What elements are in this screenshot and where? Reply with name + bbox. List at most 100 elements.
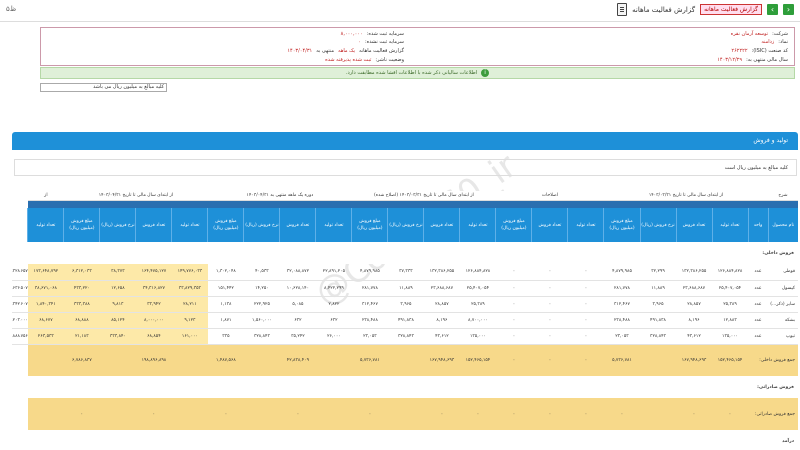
table-cell: ۴۳,۶۱۲ [423, 328, 460, 345]
column-header: تعداد فروش [135, 208, 172, 242]
product-unit: عدد [748, 312, 768, 329]
group-header: از ابتدای سال مالی تا تاریخ ۱۴۰۳/۰۳/۳۱ (… [351, 191, 496, 201]
table-cell: ۹,۸۱۳ [99, 296, 136, 313]
table-cell: ۲۸۱,۷۷۸ [351, 280, 388, 297]
next-report-button[interactable]: › [767, 4, 778, 15]
fiscal-value: ۱۴۰۳/۱۲/۲۹ [717, 57, 743, 63]
header-strip [12, 200, 798, 208]
column-header: مبلغ فروش (میلیون ریال) [495, 208, 532, 242]
total-cell: ۵,۷۳۶,۷۸۱ [603, 344, 640, 376]
isic-label: کد صنعت (ISIC): [751, 48, 788, 54]
total-cell [171, 398, 208, 430]
column-header: نام محصول [767, 208, 798, 242]
total-cell: ۰ [63, 398, 100, 430]
table-cell: ۳۸,۳۷۳ [99, 264, 136, 281]
table-cell: ۲۸,۸۵۷ [676, 296, 712, 313]
total-cell: ۱۶۷,۹۴۸,۶۹۳ [423, 344, 460, 376]
total-cell: ۱۶۷,۹۴۸,۶۹۳ [676, 344, 712, 376]
table-cell: ۸,۴۲۲,۲۹۹ [315, 280, 352, 297]
status-label: وضعیت ناشر: [375, 57, 404, 63]
table-cell: ۳۱۲,۴۶۷ [603, 296, 640, 313]
column-header: تعداد تولید [315, 208, 352, 242]
column-header: تعداد تولید [27, 208, 64, 242]
table-cell: ۱۳۲,۳۸۶,۲۵۵ [423, 264, 460, 281]
table-cell: ۸,۱۹۶ [423, 312, 460, 329]
table-row: سایر (ذکر...) عدد ۲۵,۳۸۹ ۲۸,۸۵۷ ۳,۹۶۵ ۳۱۲,۴۶۷… [12, 296, 798, 313]
column-header: تعداد فروش [675, 208, 712, 242]
table-cell: ۳۳,۹۴۲ [135, 296, 172, 313]
table-cell: ۰ [495, 264, 532, 281]
table-cell: ۳۳۳,۸۴۰ [99, 328, 136, 345]
section-title: تولید و فروش [12, 132, 798, 150]
table-cell: ۲۵,۴۰۷,۰۵۴ [459, 280, 496, 297]
table-cell: ۹,۷۵۶ [19, 328, 28, 345]
column-header: مبلغ فروش (میلیون ریال) [63, 208, 100, 242]
table-cell: ۹,۱۲۳ [171, 312, 208, 329]
table-cell: ۵,۸۸۸ [12, 328, 20, 345]
table-cell: ۳۴,۳۱۶,۸۲۷ [135, 280, 172, 297]
table-cell: ۲۵,۴۰۷,۰۵۴ [712, 280, 748, 297]
table-cell: ۱,۸۷۱ [207, 312, 244, 329]
table-cell: ۳۲,۰۸۸,۸۷۲ [279, 264, 316, 281]
column-header: نرخ فروش (ریال) [639, 208, 676, 242]
total-cell [27, 398, 64, 430]
fiscal-row: سال مالی منتهی به: ۱۴۰۳/۱۲/۲۹ [717, 57, 788, 63]
total-cell: ۰ [423, 398, 460, 430]
column-header: نرخ فروش (ریال) [243, 208, 280, 242]
capital-label: سرمایه ثبت شده: [366, 31, 404, 37]
report-type-badge[interactable]: گزارش فعالیت ماهانه [700, 4, 762, 15]
company-info-panel: شرکت: توسعه آرمان نقره نماد: زدامنه کد صنع… [40, 27, 795, 66]
table-cell: ۳,۹۶۵ [640, 296, 676, 313]
total-cell: ۰ [459, 398, 496, 430]
column-header: نرخ فروش (ریال) [387, 208, 424, 242]
total-cell: ۰ [531, 344, 568, 376]
table-cell: ۴۳۳,۲۲۰ [63, 280, 100, 297]
group-label: فروش صادراتی: [27, 376, 798, 398]
period-date: ۱۴۰۳/۰۴/۳۱ [287, 48, 313, 54]
total-cell: ۰ [207, 398, 244, 430]
table-cell: ۳,۹۶۵ [387, 296, 424, 313]
total-cell: ۰ [712, 398, 748, 430]
table-cell: ۶,۳۱۲,۰۳۳ [63, 264, 100, 281]
status-value: ثبت شده پذیرفته شده [325, 57, 372, 63]
previous-report-button[interactable]: ‹ [783, 4, 794, 15]
table-cell: ۳۲۸,۸۴۳ [640, 328, 676, 345]
column-header: تعداد تولید [567, 208, 604, 242]
table-cell: ۴,۸۷۹,۹۸۵ [351, 264, 388, 281]
company-row: شرکت: توسعه آرمان نقره [731, 31, 788, 37]
period-label: یک ماهه [338, 48, 356, 54]
table-total-row: جمع فروش صادراتی: ۰ ۰ ۰ ۰ ۰ ۰ ۰ ۰ ۰ ۰ ۰ ۰ ۰ [12, 398, 798, 430]
table-cell: ۶۶,۲۰۳ [12, 312, 20, 329]
table-row: تیوپ عدد ۱۳۵,۰۰۰ ۴۳,۶۱۲ ۳۲۸,۸۴۳ ۲۳,۰۵۳ ۰ ۰ ۰ ۱۳۵,… [12, 328, 798, 345]
document-icon [617, 3, 628, 16]
group-header: از [27, 191, 64, 201]
table-cell: ۰ [567, 264, 604, 281]
table-cell: ۶۸,۸۵۴ [135, 328, 172, 345]
table-cell: ۴۹۱,۸۳۸ [387, 312, 424, 329]
table-cell: ۱,۵۶۰,۰۰۰ [243, 312, 280, 329]
total-cell: ۰ [567, 398, 604, 430]
table-cell: ۲۶۳,۵۳۳ [27, 328, 64, 345]
total-cell: ۴۲,۸۳۸,۴۰۹ [279, 344, 316, 376]
table-cell: ۱۳,۶۳۶ [12, 280, 20, 297]
capital-value: ۸,۰۰۰,۰۰۰ [340, 31, 363, 37]
table-cell: ۱۲,۶۵۸ [99, 280, 136, 297]
table-row: قوطی عدد ۱۲۶,۸۸۴,۸۲۸ ۱۳۲,۳۸۶,۲۵۵ ۳۲,۲۹۹ ۴,۸۷۹… [12, 264, 798, 281]
column-header: واحد [747, 208, 768, 242]
column-header-row: نام محصول واحد تعداد تولید تعداد فروش نرخ فر… [12, 208, 798, 242]
table-cell: ۳۲۸,۸۴۳ [387, 328, 424, 345]
unit-select[interactable]: کلیه مبالغ به میلیون ریال می باشد [40, 83, 167, 92]
table-group-row: فروش صادراتی: [12, 376, 798, 398]
table-cell: ۱۲,۸۸۳ [712, 312, 748, 329]
total-cell [387, 344, 424, 376]
table-cell: ۶۸,۸۸۸ [63, 312, 100, 329]
table-cell: ۲۳,۶۸۸,۶۸۷ [676, 280, 712, 297]
table-cell: ۱۵۱,۴۴۲ [207, 280, 244, 297]
table-cell: ۳۵,۲۴۲ [279, 328, 316, 345]
report-label: گزارش فعالیت ماهانه [359, 48, 404, 54]
unregistered-capital-row: سرمایه ثبت نشده: ۰ [358, 39, 404, 45]
group-header: از ابتدای سال مالی تا تاریخ ۱۴۰۳/۰۴/۳۱ [63, 191, 208, 201]
table-cell: ۶۳۲ [315, 312, 352, 329]
table-cell: ۱,۳۰۲,۰۴۸ [207, 264, 244, 281]
